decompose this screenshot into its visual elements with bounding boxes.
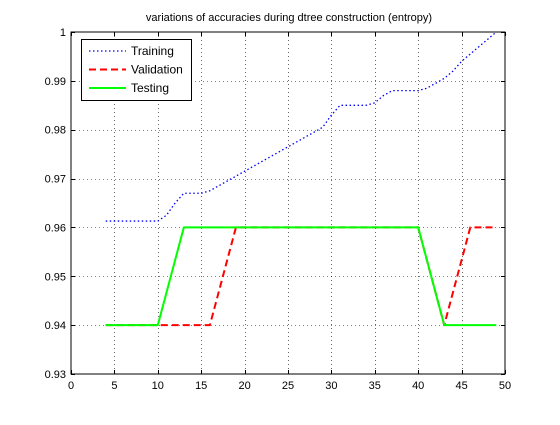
chart-title: variations of accuracies during dtree co… [146, 12, 432, 24]
x-tick-label: 10 [152, 380, 164, 392]
legend-label-validation: Validation [131, 63, 183, 77]
y-tick-label: 0.99 [45, 76, 66, 88]
y-tick-label: 0.95 [45, 271, 66, 283]
y-tick-label: 0.94 [45, 320, 66, 332]
x-tick-label: 25 [282, 380, 294, 392]
x-tick-label: 35 [369, 380, 381, 392]
y-tick-label: 0.96 [45, 222, 66, 234]
legend: Training Validation Testing [81, 39, 192, 101]
x-tick-label: 20 [238, 380, 250, 392]
x-tick-label: 0 [68, 380, 74, 392]
x-tick-label: 45 [455, 380, 467, 392]
legend-box [81, 39, 192, 101]
x-tick-label: 40 [412, 380, 424, 392]
series-line-validation [105, 226, 497, 327]
legend-label-training: Training [131, 44, 174, 58]
y-tick-label: 0.97 [45, 174, 66, 186]
ticks: 0 5 10 15 20 25 30 35 40 45 50 0.93 0.94 0.95 0.96 0.97… [45, 27, 512, 392]
legend-label-testing: Testing [131, 81, 169, 95]
x-tick-label: 30 [325, 380, 337, 392]
series-layer [105, 31, 497, 327]
x-tick-label: 15 [195, 380, 207, 392]
y-tick-label: 0.93 [45, 369, 66, 381]
x-tick-label: 50 [499, 380, 511, 392]
y-tick-label: 0.98 [45, 125, 66, 137]
series-line-testing [105, 226, 497, 327]
y-tick-label: 1 [60, 27, 66, 39]
x-tick-label: 5 [111, 380, 117, 392]
